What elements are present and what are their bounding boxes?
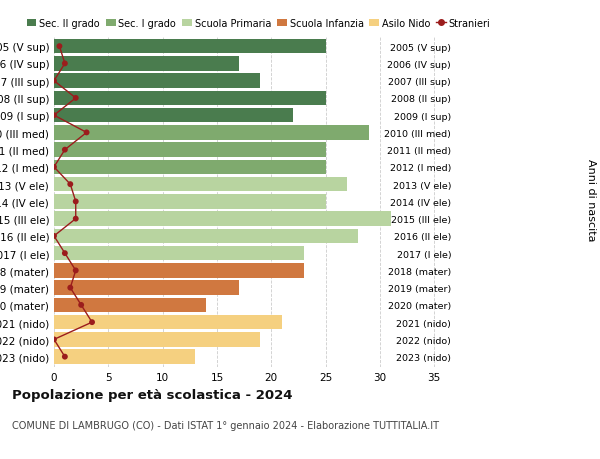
Point: [55, 44, 64, 51]
Point: [76, 302, 86, 309]
Legend: Sec. II grado, Sec. I grado, Scuola Primaria, Scuola Infanzia, Asilo Nido, Stran: Sec. II grado, Sec. I grado, Scuola Prim…: [27, 18, 491, 28]
Point: [60, 353, 70, 361]
Bar: [54, 298, 206, 313]
Point: [71, 267, 80, 274]
Bar: [54, 229, 358, 244]
Point: [82, 129, 91, 137]
Bar: [54, 350, 195, 364]
Bar: [54, 315, 282, 330]
Bar: [54, 178, 347, 192]
Text: COMUNE DI LAMBRUGO (CO) - Dati ISTAT 1° gennaio 2024 - Elaborazione TUTTITALIA.I: COMUNE DI LAMBRUGO (CO) - Dati ISTAT 1° …: [12, 420, 439, 430]
Point: [49, 164, 59, 171]
Bar: [54, 126, 369, 140]
Point: [65, 181, 75, 188]
Bar: [54, 281, 239, 295]
Point: [49, 78, 59, 85]
Point: [71, 198, 80, 206]
Bar: [54, 40, 326, 54]
Bar: [54, 195, 326, 209]
Bar: [54, 109, 293, 123]
Point: [49, 112, 59, 120]
Point: [71, 95, 80, 102]
Bar: [54, 160, 326, 175]
Text: Popolazione per età scolastica - 2024: Popolazione per età scolastica - 2024: [12, 388, 293, 401]
Bar: [54, 212, 391, 226]
Point: [60, 147, 70, 154]
Point: [60, 250, 70, 257]
Bar: [54, 263, 304, 278]
Point: [49, 336, 59, 343]
Point: [49, 233, 59, 240]
Point: [60, 61, 70, 68]
Point: [87, 319, 97, 326]
Bar: [54, 57, 239, 72]
Point: [71, 215, 80, 223]
Bar: [54, 91, 326, 106]
Point: [65, 284, 75, 292]
Bar: [54, 143, 326, 157]
Bar: [54, 74, 260, 89]
Bar: [54, 332, 260, 347]
Text: Anni di nascita: Anni di nascita: [586, 158, 596, 241]
Bar: [54, 246, 304, 261]
